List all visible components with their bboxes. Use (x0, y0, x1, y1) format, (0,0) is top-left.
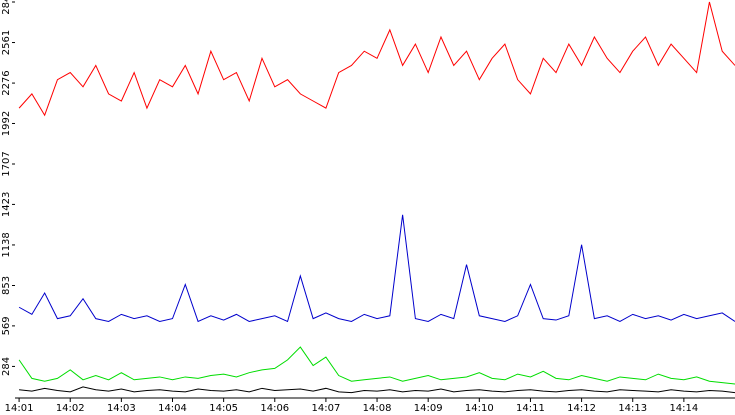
y-tick-label: 284 (1, 357, 12, 376)
x-tick-label: 14:07 (311, 403, 340, 414)
x-tick-label: 14:08 (363, 403, 392, 414)
series-line (18, 1, 735, 117)
x-tick-label: 14:12 (567, 403, 596, 414)
x-tick-label: 14:05 (209, 403, 238, 414)
y-tick-label: 853 (1, 276, 12, 295)
x-tick-label: 14:04 (158, 403, 187, 414)
series-line (19, 386, 735, 394)
x-tick-label: 14:02 (56, 403, 85, 414)
x-tick-label: 14:03 (107, 403, 136, 414)
y-tick-label: 1992 (1, 111, 12, 136)
x-tick-label: 14:10 (465, 403, 494, 414)
y-tick-label: 1707 (1, 151, 12, 176)
x-tick-label: 14:14 (669, 403, 698, 414)
x-tick-label: 14:06 (260, 403, 289, 414)
y-tick-label: 2846 (1, 0, 12, 15)
y-tick-label: 2276 (1, 70, 12, 95)
y-tick-label: 1138 (1, 232, 12, 257)
y-tick-label: 2561 (1, 30, 12, 55)
y-tick-label: 569 (1, 316, 12, 335)
y-tick-label: 1423 (1, 192, 12, 217)
series-line (18, 346, 735, 385)
series-line (18, 214, 735, 323)
x-tick-label: 14:11 (516, 403, 545, 414)
x-tick-label: 14:09 (414, 403, 443, 414)
x-tick-label: 14:01 (5, 403, 34, 414)
x-tick-label: 14:13 (618, 403, 647, 414)
